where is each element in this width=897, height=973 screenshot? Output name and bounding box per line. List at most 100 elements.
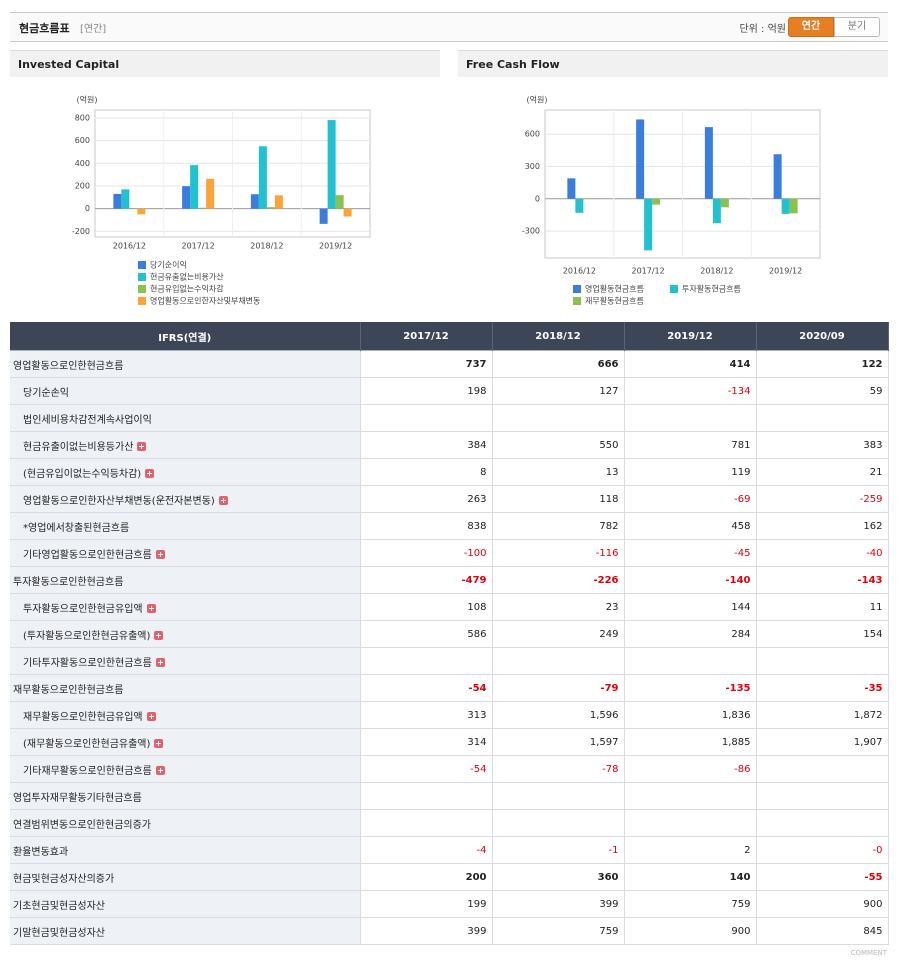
row-label: 영업활동으로인한자산부채변동(운전자본변동) xyxy=(10,485,361,513)
unit-label: 단위 : 억원 xyxy=(739,24,786,35)
row-label-text: 현금유출이없는비용등가산 xyxy=(23,441,134,453)
table-row: 기타투자활동으로인한현금흐름 xyxy=(10,647,889,675)
value-cell: 414 xyxy=(624,350,757,378)
row-label: (재무활동으로인한현금유출액) xyxy=(10,728,361,756)
expand-button[interactable] xyxy=(146,603,156,613)
value-cell: 314 xyxy=(360,728,493,756)
table-row: 기말현금및현금성자산 399 759 900 845 xyxy=(10,917,889,945)
value-cell xyxy=(756,809,889,837)
value-cell: 781 xyxy=(624,431,757,459)
value-cell: 199 xyxy=(360,890,493,918)
expand-button[interactable] xyxy=(146,711,156,721)
value-cell: 737 xyxy=(360,350,493,378)
value-cell: -40 xyxy=(756,539,889,567)
row-label: 투자활동으로인한현금유입액 xyxy=(10,593,361,621)
bar xyxy=(343,208,352,217)
table-row: 법인세비용차감전계속사업이익 xyxy=(10,404,889,432)
value-cell: 154 xyxy=(756,620,889,648)
value-cell: -86 xyxy=(624,755,757,783)
value-cell: -54 xyxy=(360,674,493,702)
value-cell: 144 xyxy=(624,593,757,621)
bar xyxy=(636,119,645,199)
y-tick-label: 0 xyxy=(535,194,540,203)
x-tick-label: 2016/12 xyxy=(113,242,146,251)
y-tick-label: 300 xyxy=(525,162,540,171)
row-label-text: 영업활동으로인한현금흐름 xyxy=(13,360,124,372)
legend-swatch xyxy=(573,285,581,293)
expand-button[interactable] xyxy=(137,441,147,451)
chart-title: Invested Capital xyxy=(10,50,440,77)
row-label: 환율변동효과 xyxy=(10,836,361,864)
bar xyxy=(113,193,122,209)
y-axis-label: (억원) xyxy=(77,95,98,105)
value-cell: 845 xyxy=(756,917,889,945)
value-cell xyxy=(624,404,757,432)
legend-label: 현금유출없는비용가산 xyxy=(150,272,224,282)
value-cell: 900 xyxy=(756,890,889,918)
value-cell xyxy=(360,782,493,810)
value-cell: 127 xyxy=(492,377,625,405)
value-cell: 759 xyxy=(624,890,757,918)
row-label: 기타투자활동으로인한현금흐름 xyxy=(10,647,361,675)
value-cell xyxy=(360,647,493,675)
value-cell: 360 xyxy=(492,863,625,891)
bar xyxy=(720,198,729,208)
value-cell xyxy=(492,809,625,837)
value-cell: 162 xyxy=(756,512,889,540)
value-cell: 458 xyxy=(624,512,757,540)
value-cell: -45 xyxy=(624,539,757,567)
expand-button[interactable] xyxy=(154,738,164,748)
table-row: (투자활동으로인한현금유출액) 586 249 284 154 xyxy=(10,620,889,648)
row-label-text: 기말현금및현금성자산 xyxy=(13,927,105,939)
expand-button[interactable] xyxy=(218,495,228,505)
value-cell xyxy=(624,809,757,837)
expand-button[interactable] xyxy=(155,765,165,775)
value-cell: 118 xyxy=(492,485,625,513)
y-tick-label: -300 xyxy=(522,227,540,236)
table-row: 현금및현금성자산의증가 200 360 140 -55 xyxy=(10,863,889,891)
y-tick-label: 0 xyxy=(85,204,90,213)
table-row: 기타영업활동으로인한현금흐름 -100 -116 -45 -40 xyxy=(10,539,889,567)
y-tick-label: 800 xyxy=(75,113,90,122)
value-cell: 900 xyxy=(624,917,757,945)
column-header: 2018/12 xyxy=(492,322,625,351)
value-cell xyxy=(756,755,889,783)
legend-label: 재무활동현금흐름 xyxy=(585,296,644,306)
bar xyxy=(250,194,259,209)
legend-label: 영업활동현금흐름 xyxy=(585,284,644,294)
chart-panel: Invested Capital (억원) -200 0 200 400 600 800 20… xyxy=(10,50,440,320)
column-header: 2017/12 xyxy=(360,322,493,351)
expand-button[interactable] xyxy=(155,657,165,667)
tab[interactable]: 분기 xyxy=(834,17,880,37)
table-row: 기타재무활동으로인한현금흐름 -54 -78 -86 xyxy=(10,755,889,783)
legend-label: 당기순이익 xyxy=(150,260,187,270)
x-tick-label: 2019/12 xyxy=(319,242,352,251)
value-cell xyxy=(360,404,493,432)
bar xyxy=(773,154,782,199)
tab[interactable]: 연간 xyxy=(788,17,834,37)
header-row: IFRS(연결) 2017/12 2018/12 2019/12 2020/09 xyxy=(10,322,889,351)
row-label-text: 연결범위변동으로인한현금의증가 xyxy=(13,819,151,831)
row-label-text: 영업투자재무활동기타현금흐름 xyxy=(13,792,142,804)
expand-button[interactable] xyxy=(155,549,165,559)
row-label-text: 기타투자활동으로인한현금흐름 xyxy=(23,657,152,669)
value-cell: 21 xyxy=(756,458,889,486)
value-cell xyxy=(756,404,889,432)
value-cell xyxy=(756,647,889,675)
table-row: 현금유출이없는비용등가산 384 550 781 383 xyxy=(10,431,889,459)
bar xyxy=(644,198,653,251)
legend-swatch xyxy=(138,285,146,293)
comment-link[interactable]: COMMENT xyxy=(850,949,887,957)
value-cell: -100 xyxy=(360,539,493,567)
row-label-text: 법인세비용차감전계속사업이익 xyxy=(23,414,152,426)
expand-button[interactable] xyxy=(154,630,164,640)
value-cell xyxy=(492,404,625,432)
row-label: 기타재무활동으로인한현금흐름 xyxy=(10,755,361,783)
expand-button[interactable] xyxy=(145,468,155,478)
value-cell: -0 xyxy=(756,836,889,864)
table-row: *영업에서창출된현금흐름 838 782 458 162 xyxy=(10,512,889,540)
y-tick-label: 400 xyxy=(75,159,90,168)
value-cell xyxy=(492,782,625,810)
row-label: (현금유입이없는수익등차감) xyxy=(10,458,361,486)
value-cell: 550 xyxy=(492,431,625,459)
